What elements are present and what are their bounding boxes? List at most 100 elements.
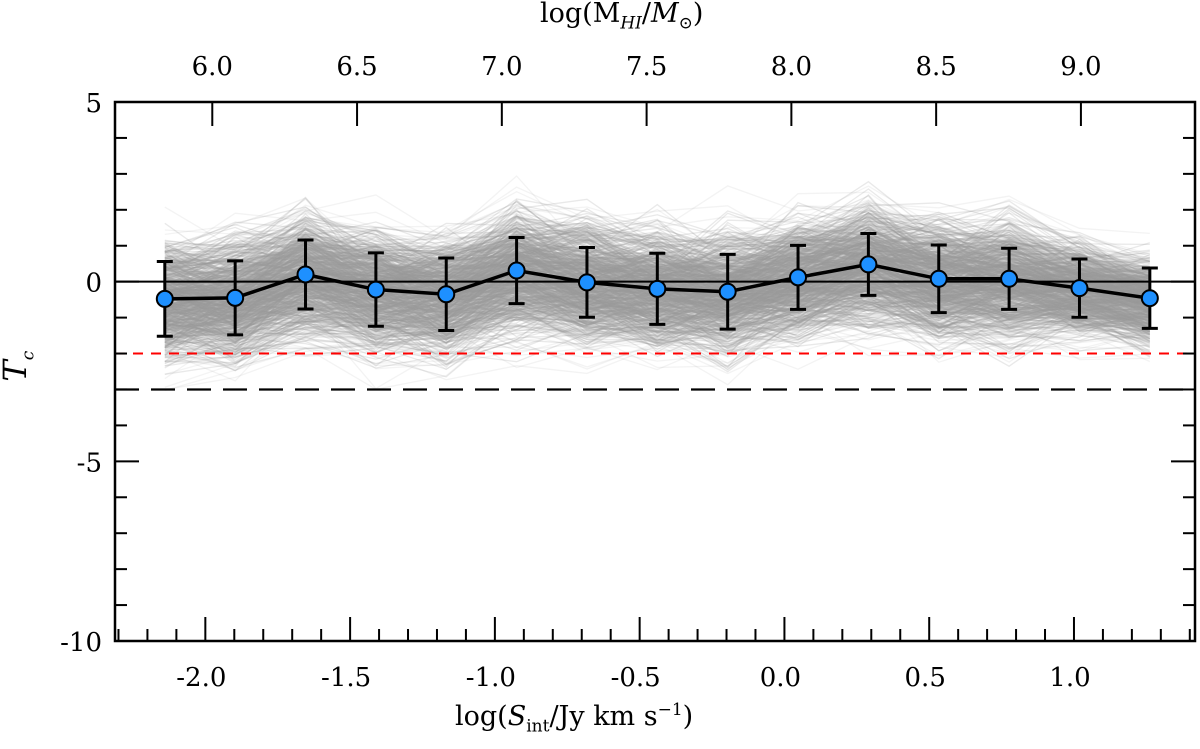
realization-line (164, 206, 1151, 277)
x-tick-label: -1.5 (321, 663, 371, 693)
y-axis-title: Tc (0, 351, 39, 382)
realization-line (164, 266, 1150, 333)
realization-line (164, 231, 1150, 295)
x-axis-title: log(Sint/Jy km s−1) (455, 700, 693, 736)
realization-line (164, 215, 1150, 281)
realization-line (164, 191, 1151, 285)
realization-line (164, 214, 1150, 273)
data-point (929, 269, 948, 288)
realization-line (164, 216, 1150, 296)
data-point (648, 279, 667, 298)
data-point (789, 268, 808, 287)
x2-tick-label: 9.0 (1060, 52, 1101, 82)
realization-line (164, 268, 1150, 342)
realization-line (164, 303, 1151, 365)
y-tick-label: -5 (77, 448, 102, 478)
realization-line (164, 199, 1150, 287)
realization-line (164, 235, 1150, 290)
realization-line (164, 198, 1150, 276)
realization-line (164, 269, 1150, 345)
realization-line (164, 232, 1151, 309)
realization-line (164, 313, 1151, 362)
axes-frame (113, 100, 1197, 643)
realization-line (164, 199, 1150, 293)
x-tick-label: -0.5 (611, 663, 661, 693)
realization-line (164, 297, 1150, 344)
realization-line (164, 294, 1150, 344)
realization-line (164, 298, 1151, 372)
realization-line (164, 205, 1150, 291)
x2-tick-label: 8.0 (771, 52, 812, 82)
realization-line (164, 211, 1150, 290)
realization-line (164, 294, 1150, 358)
realization-line (164, 303, 1151, 378)
realization-line (164, 213, 1150, 300)
realization-line (164, 294, 1150, 364)
x2-title-prefix: log(M (540, 0, 621, 29)
realization-line (164, 308, 1150, 365)
realization-line (164, 207, 1151, 304)
data-point (437, 285, 456, 304)
x-title-sub: int (526, 716, 550, 737)
data-point (296, 265, 315, 284)
data-point (1140, 289, 1159, 308)
realization-line (164, 289, 1150, 351)
y-tick-label: -10 (60, 628, 102, 658)
x2-tick-label: 6.5 (336, 52, 377, 82)
realization-line (164, 235, 1151, 303)
realization-line (164, 300, 1151, 386)
x-title-prefix: log( (455, 701, 508, 732)
realization-line (164, 281, 1151, 337)
realization-line (164, 308, 1150, 360)
x-tick-label: 0.0 (760, 663, 801, 693)
realization-line (164, 185, 1150, 259)
realization-line (164, 314, 1150, 366)
realization-line (164, 295, 1151, 356)
realization-line (164, 295, 1151, 373)
realization-line (164, 284, 1150, 340)
realization-line (164, 299, 1150, 349)
realization-line (164, 289, 1150, 355)
x2-title-mid: / (641, 0, 652, 29)
realization-line (164, 233, 1150, 297)
realization-line (164, 223, 1151, 278)
realization-line (164, 305, 1151, 390)
realization-line (164, 286, 1150, 348)
realization-line (164, 324, 1150, 391)
realization-line (164, 284, 1150, 342)
realization-line (164, 186, 1150, 250)
realization-line (164, 245, 1150, 322)
x-title-suffix: ) (682, 701, 694, 732)
realization-line (164, 217, 1150, 289)
realization-line (164, 270, 1150, 337)
realization-line (164, 219, 1150, 292)
realization-line (164, 283, 1151, 366)
realization-line (164, 175, 1151, 268)
realization-line (164, 224, 1150, 303)
realization-line (164, 235, 1150, 299)
data-point (859, 255, 878, 274)
y-tick-label: 5 (85, 89, 102, 119)
realization-line (164, 277, 1150, 342)
realization-line (164, 225, 1151, 293)
realization-line (164, 281, 1151, 348)
data-point (1000, 269, 1019, 288)
realization-line (164, 278, 1151, 349)
realization-line (164, 309, 1151, 375)
realization-line (164, 269, 1151, 341)
realization-line (164, 198, 1151, 283)
realization-line (164, 299, 1150, 346)
realization-line (164, 195, 1150, 295)
x2-title-sub2: ⊙ (678, 13, 693, 34)
realization-line (164, 273, 1150, 357)
realization-line (164, 212, 1150, 284)
realization-line (164, 265, 1151, 328)
x-title-var: S (507, 701, 527, 732)
realization-line (164, 190, 1150, 264)
realization-line (164, 276, 1150, 348)
x-tick-label: 1.0 (1049, 663, 1090, 693)
realization-line (164, 207, 1151, 279)
realization-line (164, 282, 1150, 337)
